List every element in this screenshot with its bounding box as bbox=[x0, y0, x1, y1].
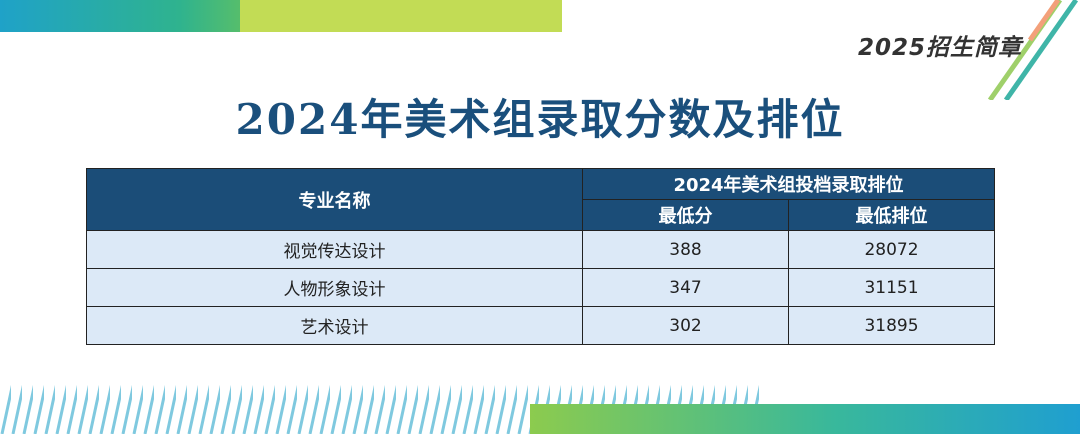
cell-min-score: 388 bbox=[582, 230, 789, 269]
cell-min-score: 347 bbox=[582, 268, 789, 307]
cell-major: 人物形象设计 bbox=[86, 268, 583, 307]
cell-major: 艺术设计 bbox=[86, 306, 583, 345]
column-header-major: 专业名称 bbox=[86, 168, 583, 231]
page-title: 2024年美术组录取分数及排位 bbox=[235, 95, 845, 144]
column-header-min-score: 最低分 bbox=[582, 199, 789, 231]
corner-stripes-decoration bbox=[987, 0, 1079, 100]
table-row: 人物形象设计 347 31151 bbox=[86, 268, 996, 307]
column-header-min-rank: 最低排位 bbox=[787, 199, 996, 231]
cell-min-rank: 31151 bbox=[787, 268, 996, 307]
cell-min-score: 302 bbox=[582, 306, 789, 345]
table-row: 艺术设计 302 31895 bbox=[86, 306, 996, 345]
cell-min-rank: 28072 bbox=[787, 230, 996, 269]
brochure-tag: 2025招生简章 bbox=[858, 35, 1023, 61]
cell-major: 视觉传达设计 bbox=[86, 230, 583, 269]
cell-min-rank: 31895 bbox=[787, 306, 996, 345]
top-accent-bar-green bbox=[240, 0, 562, 32]
admission-score-table: 专业名称 2024年美术组投档录取排位 最低分 最低排位 视觉传达设计 388 … bbox=[86, 168, 996, 345]
column-group-header: 2024年美术组投档录取排位 bbox=[581, 168, 996, 200]
bottom-accent-bar bbox=[530, 404, 1080, 434]
table-row: 视觉传达设计 388 28072 bbox=[86, 230, 996, 269]
